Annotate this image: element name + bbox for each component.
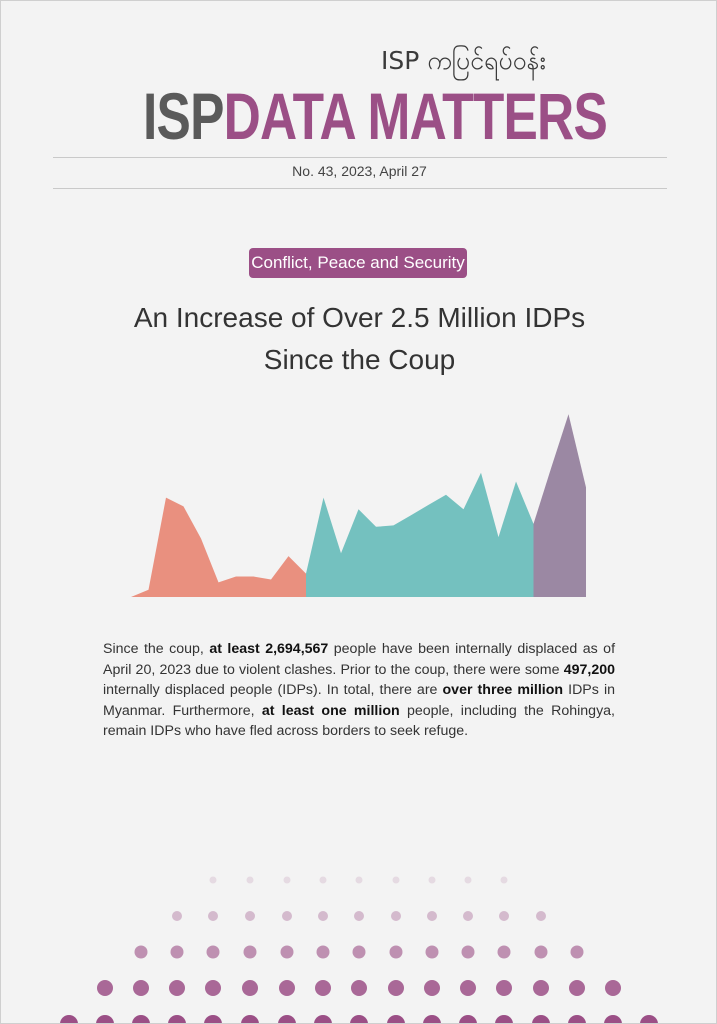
decorative-dot — [569, 980, 585, 996]
decorative-dot — [318, 911, 328, 921]
decorative-dot — [96, 1015, 114, 1023]
category-tag: Conflict, Peace and Security — [249, 248, 467, 278]
brand-data-matters: DATA MATTERS — [223, 79, 608, 153]
brand-logo: ISPDATA MATTERS — [143, 83, 608, 149]
body-text-1: Since the coup, — [103, 641, 210, 657]
headline-line-2: Since the Coup — [263, 344, 456, 375]
decorative-dot — [170, 945, 184, 959]
decorative-dot — [496, 980, 512, 996]
body-bold-4: at least one million — [261, 702, 400, 719]
masthead-tagline: ISP ကပြင်ရပ်ဝန်း — [381, 46, 546, 75]
decorative-dot — [533, 980, 549, 996]
decorative-dot — [278, 1015, 296, 1023]
decorative-dot — [280, 945, 294, 959]
decorative-dot — [355, 876, 363, 884]
decorative-dot — [570, 945, 584, 959]
decorative-dot — [387, 1015, 405, 1023]
decorative-dot — [350, 1015, 368, 1023]
decorative-dot — [245, 911, 255, 921]
decorative-dot — [134, 945, 148, 959]
brand-isp: ISP — [143, 79, 224, 153]
pre-coup-area — [131, 497, 306, 597]
decorative-dot — [242, 980, 258, 996]
body-text-5: people, including the Rohingya, remain I… — [103, 702, 615, 740]
decorative-dot — [423, 1015, 441, 1023]
decorative-dot — [536, 911, 546, 921]
body-paragraph: Since the coup, at least 2,694,567 peopl… — [103, 639, 615, 742]
decorative-dot — [243, 945, 257, 959]
decorative-dot — [604, 1015, 622, 1023]
decorative-dot-pattern — [60, 876, 658, 1023]
decorative-dot — [205, 980, 221, 996]
decorative-dot — [282, 911, 292, 921]
body-bold-3: over three million — [442, 682, 564, 698]
decorative-dot — [315, 980, 331, 996]
decorative-dot — [424, 980, 440, 996]
post-coup-area — [306, 472, 534, 597]
decorative-dot — [97, 980, 113, 996]
decorative-dot — [206, 945, 220, 959]
decorative-dot — [314, 1015, 332, 1023]
decorative-dot — [460, 980, 476, 996]
top-divider — [53, 157, 667, 158]
decorative-dot — [316, 945, 330, 959]
body-text-3: internally displaced people (IDPs). In t… — [103, 682, 443, 698]
decorative-dot — [352, 945, 366, 959]
decorative-dot — [464, 876, 472, 884]
decorative-dot — [640, 1015, 658, 1023]
decorative-dot — [208, 911, 218, 921]
decorative-dot — [389, 945, 403, 959]
decorative-dot — [497, 945, 511, 959]
decorative-dot — [499, 911, 509, 921]
decorative-dot — [605, 980, 621, 996]
decorative-dot — [500, 876, 508, 884]
decorative-dot — [172, 911, 182, 921]
decorative-dot — [209, 876, 217, 884]
decorative-dot — [351, 980, 367, 996]
decorative-dot — [463, 911, 473, 921]
decorative-dot — [461, 945, 475, 959]
decorative-dot — [133, 980, 149, 996]
decorative-dot — [168, 1015, 186, 1023]
decorative-dot — [283, 876, 291, 884]
decorative-dot — [241, 1015, 259, 1023]
body-text-4: IDPs in Myanmar. Furthermore, — [103, 682, 615, 719]
decorative-dot — [425, 945, 439, 959]
recent-area — [533, 414, 586, 597]
body-bold-2: 497,200 — [563, 661, 615, 678]
decorative-dot — [428, 876, 436, 884]
body-bold-1: at least 2,694,567 — [209, 641, 329, 657]
issue-line: No. 43, 2023, April 27 — [292, 163, 427, 179]
decorative-dot — [495, 1015, 513, 1023]
decorative-dot — [568, 1015, 586, 1023]
decorative-dot — [534, 945, 548, 959]
idp-area-chart — [131, 414, 586, 597]
decorative-dot — [392, 876, 400, 884]
decorative-dot — [132, 1015, 150, 1023]
body-text-2: people have been internally displaced as… — [103, 641, 616, 678]
decorative-dot — [354, 911, 364, 921]
decorative-dot — [319, 876, 327, 884]
decorative-dot — [169, 980, 185, 996]
decorative-dot — [279, 980, 295, 996]
decorative-dot — [388, 980, 404, 996]
headline-line-1: An Increase of Over 2.5 Million IDPs — [133, 302, 586, 333]
decorative-dot — [391, 911, 401, 921]
bottom-divider — [53, 188, 667, 189]
decorative-dot — [60, 1015, 78, 1023]
headline: An Increase of Over 2.5 Million IDPs Sin… — [1, 297, 716, 381]
decorative-dot — [532, 1015, 550, 1023]
decorative-dot — [246, 876, 254, 884]
decorative-dot — [204, 1015, 222, 1023]
decorative-dot — [459, 1015, 477, 1023]
decorative-dot — [427, 911, 437, 921]
